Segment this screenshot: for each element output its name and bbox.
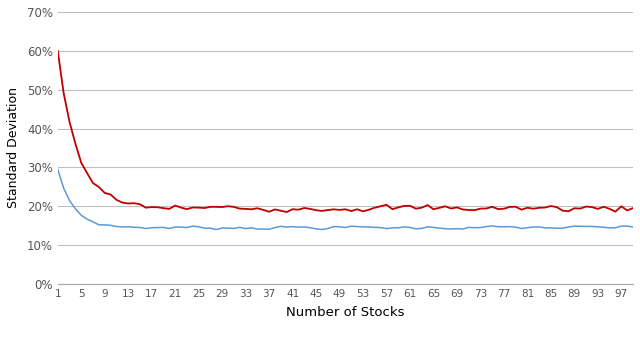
- Line: Non-Dividend: Non-Dividend: [58, 51, 633, 212]
- Dividend: [54, 167, 61, 171]
- Non-Dividend: [629, 206, 637, 210]
- Dividend: [365, 225, 372, 229]
- Non-Dividend: [283, 210, 291, 214]
- Non-Dividend: [54, 49, 61, 53]
- Non-Dividend: [207, 205, 214, 209]
- Dividend: [512, 225, 520, 229]
- X-axis label: Number of Stocks: Number of Stocks: [286, 306, 404, 319]
- Dividend: [629, 225, 637, 229]
- Non-Dividend: [365, 207, 372, 212]
- Dividend: [348, 224, 355, 228]
- Non-Dividend: [348, 209, 355, 213]
- Dividend: [207, 226, 214, 230]
- Dividend: [212, 228, 220, 232]
- Dividend: [236, 225, 244, 230]
- Non-Dividend: [189, 205, 196, 210]
- Line: Dividend: Dividend: [58, 169, 633, 230]
- Non-Dividend: [230, 205, 237, 209]
- Dividend: [189, 224, 196, 228]
- Non-Dividend: [512, 205, 520, 209]
- Y-axis label: Standard Deviation: Standard Deviation: [7, 87, 20, 209]
